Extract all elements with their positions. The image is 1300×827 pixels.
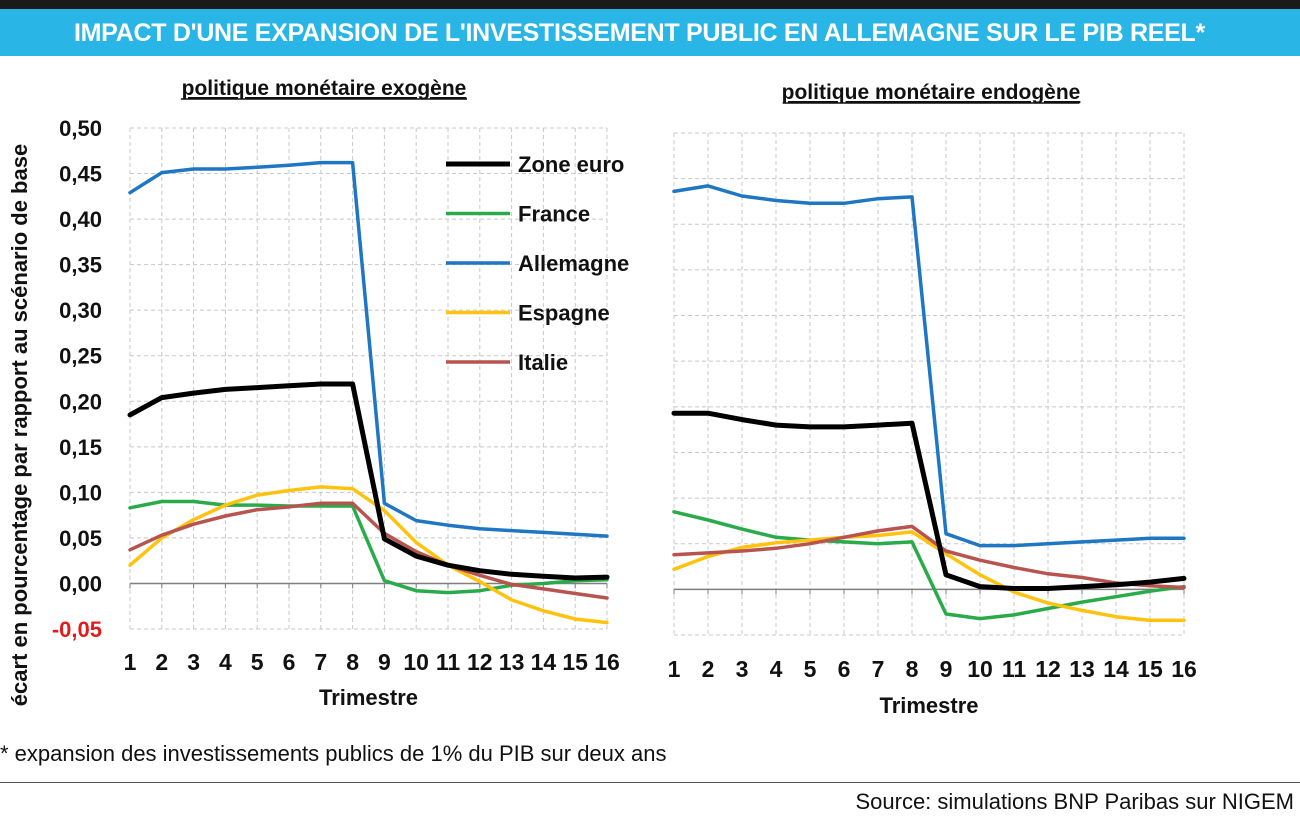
y-tick-label: 0,20 (59, 389, 102, 414)
legend-label-zone-euro: Zone euro (518, 152, 624, 177)
x-tick-label: 8 (346, 649, 359, 675)
x-tick-label: 7 (314, 649, 327, 675)
x-tick-label: 5 (251, 649, 264, 675)
y-tick-label: -0,05 (52, 617, 102, 642)
series-line-espagne (672, 530, 1186, 623)
x-tick-label: 6 (283, 649, 296, 675)
x-tick-label: 12 (467, 649, 493, 675)
legend-label-allemagne: Allemagne (518, 251, 629, 276)
source-note: Source: simulations BNP Paribas sur NIGE… (855, 789, 1294, 814)
x-tick-label: 13 (499, 649, 525, 675)
series-line-france (128, 499, 609, 595)
x-tick-label: 2 (155, 649, 168, 675)
x-tick-label: 11 (1002, 656, 1027, 682)
y-tick-label: 0,30 (59, 298, 102, 323)
y-tick-label: 0,35 (59, 253, 102, 278)
x-tick-label: 4 (770, 656, 783, 682)
x-tick-label: 9 (940, 656, 953, 682)
x-tick-label: 1 (124, 649, 137, 675)
x-tick-label: 15 (562, 649, 588, 675)
x-tick-label: 2 (702, 656, 715, 682)
legend-label-espagne: Espagne (518, 301, 610, 326)
x-tick-label: 10 (403, 649, 429, 675)
footer-rule (0, 782, 1300, 783)
y-tick-label: 0,15 (59, 435, 102, 460)
chart-panel-exogene: politique monétaire exogène 0,50 0,45 0,40 0… (52, 77, 620, 710)
y-axis-label: écart en pourcentage par rapport au scén… (7, 144, 32, 706)
x-tick-label: 9 (378, 649, 391, 675)
x-tick-label: 16 (594, 649, 620, 675)
series-line-france (672, 510, 1186, 621)
chart-legend: Zone euro France Allemagne Espagne Italie (446, 152, 629, 375)
series-line-espagne (128, 485, 609, 625)
x-tick-label: 13 (1069, 656, 1095, 682)
x-tick-label: 6 (838, 656, 851, 682)
series-line-italie (128, 501, 609, 600)
x-axis-label: Trimestre (319, 685, 418, 710)
x-tick-label: 1 (668, 656, 681, 682)
x-tick-label: 3 (736, 656, 749, 682)
series-line-zone-euro (671, 410, 1187, 591)
series-line-italie (672, 524, 1186, 590)
y-tick-label: 0,50 (59, 116, 102, 141)
y-tick-label: 0,25 (59, 344, 102, 369)
x-tick-label: 8 (906, 656, 919, 682)
x-tick-label: 7 (872, 656, 885, 682)
x-tick-label: 15 (1137, 656, 1163, 682)
legend-label-italie: Italie (518, 350, 568, 375)
series-line-allemagne (128, 160, 609, 538)
panel-title: politique monétaire endogène (782, 81, 1081, 104)
x-tick-label: 11 (436, 649, 461, 675)
footnote: * expansion des investissements publics … (0, 741, 667, 766)
top-rule (0, 0, 1300, 9)
x-tick-label: 14 (1103, 656, 1129, 682)
series-line-zone-euro (127, 381, 610, 581)
page-title: IMPACT D'UNE EXPANSION DE L'INVESTISSEME… (74, 19, 1205, 47)
series-line-allemagne (672, 184, 1186, 548)
x-tick-label: 5 (804, 656, 817, 682)
x-axis-label: Trimestre (879, 693, 978, 718)
x-tick-label: 10 (967, 656, 993, 682)
x-tick-label: 3 (187, 649, 200, 675)
y-tick-label: 0,40 (59, 207, 102, 232)
x-tick-label: 4 (219, 649, 232, 675)
x-tick-label: 16 (1171, 656, 1197, 682)
chart-figure: politique monétaire exogène 0,50 0,45 0,40 0… (7, 77, 1197, 718)
y-tick-label: 0,10 (59, 480, 102, 505)
y-tick-label: 0,45 (59, 162, 102, 187)
title-bar (0, 9, 1300, 56)
legend-label-france: France (518, 202, 590, 227)
x-tick-label: 14 (531, 649, 557, 675)
panel-title: politique monétaire exogène (182, 77, 467, 100)
x-tick-label: 12 (1035, 656, 1061, 682)
y-tick-label: 0,05 (59, 526, 102, 551)
y-tick-label: 0,00 (59, 571, 102, 596)
